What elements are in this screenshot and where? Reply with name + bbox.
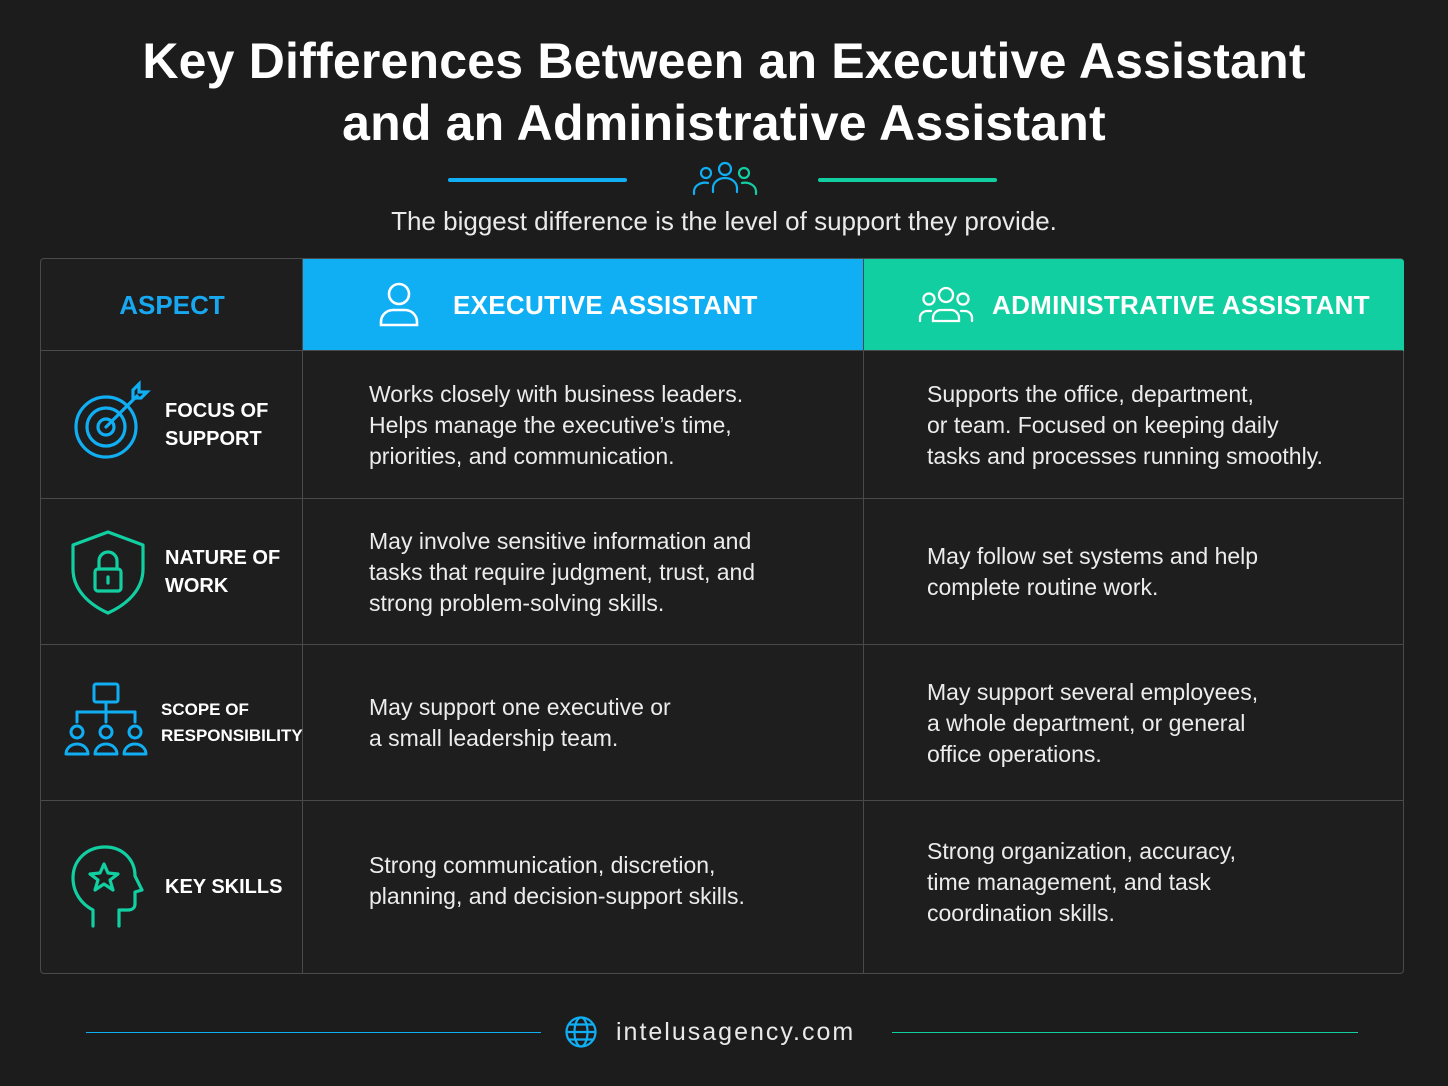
comparison-table: ASPECT EXECUTIVE ASSISTANT ADMINISTRATIV… [40,258,1404,974]
org-chart-icon [64,682,148,756]
header-executive-label: EXECUTIVE ASSISTANT [453,289,758,320]
title-line-2: and an Administrative Assistant [342,95,1106,151]
table-cell-executive: Works closely with business leaders. Hel… [369,380,744,469]
row-divider [41,800,1403,801]
header-administrative-label: ADMINISTRATIVE ASSISTANT [992,289,1370,320]
table-cell-executive: May involve sensitive information and ta… [369,527,756,616]
footer-line-left [86,1032,541,1033]
table-cell-executive: Strong communication, discretion, planni… [369,852,745,909]
globe-icon [565,1016,597,1048]
table-cell-administrative: Strong organization, accuracy, time mana… [927,837,1236,926]
header-administrative-assistant: ADMINISTRATIVE ASSISTANT [864,259,1404,351]
title-divider [380,161,1070,196]
group-icon [692,161,758,196]
page-title: Key Differences Between an Executive Ass… [0,30,1448,154]
title-line-1: Key Differences Between an Executive Ass… [142,33,1306,89]
row-divider [41,644,1403,645]
table-row-aspect: FOCUS OF SUPPORT [41,351,303,499]
target-icon [74,380,151,459]
table-cell-administrative: Supports the office, department, or team… [927,380,1323,469]
row-divider [41,350,1403,351]
aspect-label: FOCUS OF SUPPORT [165,400,269,450]
group-icon [918,286,974,323]
aspect-label: SCOPE OF RESPONSIBILITY [161,700,303,745]
table-cell-executive: May support one executive or a small lea… [369,694,671,751]
table-row-aspect: KEY SKILLS [41,801,303,973]
footer: intelusagency.com [564,1014,855,1050]
header-executive-assistant: EXECUTIVE ASSISTANT [303,259,864,351]
column-divider [302,259,303,973]
website-link[interactable]: intelusagency.com [616,1017,856,1046]
header-aspect: ASPECT [119,289,225,320]
table-row-aspect: SCOPE OF RESPONSIBILITY [41,645,303,801]
table-cell-administrative: May follow set systems and help complete… [927,543,1259,600]
person-icon [379,282,419,327]
shield-lock-icon [71,530,145,615]
row-divider [41,498,1403,499]
table-row-aspect: NATURE OF WORK [41,499,303,645]
aspect-label: KEY SKILLS [165,876,283,898]
column-divider [863,259,864,973]
subtitle: The biggest difference is the level of s… [391,206,1057,236]
footer-line-right [892,1032,1358,1033]
table-cell-administrative: May support several employees, a whole d… [927,678,1259,767]
head-star-icon [71,845,144,928]
aspect-label: NATURE OF WORK [165,547,281,597]
